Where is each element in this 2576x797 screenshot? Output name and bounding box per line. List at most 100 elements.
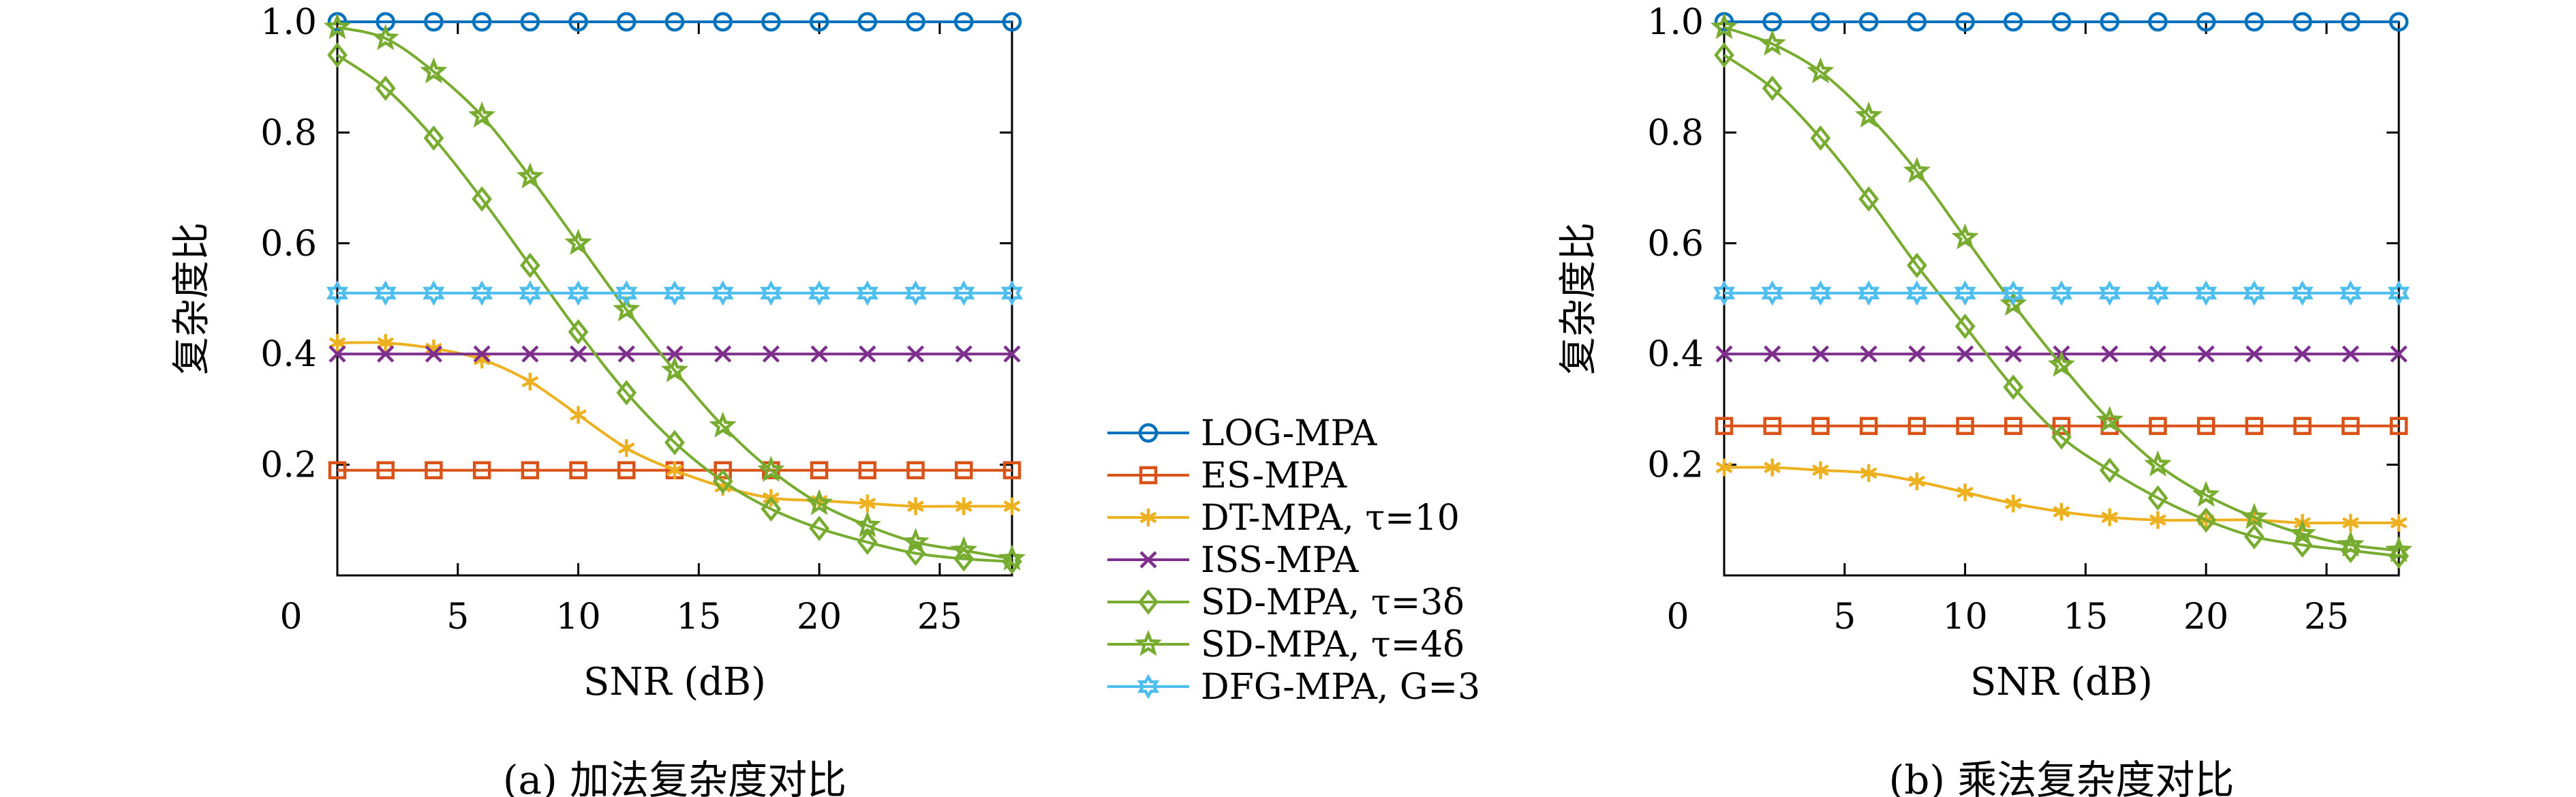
panel-b-data-point	[1811, 345, 1830, 363]
panel-b-ytick-label: 0.6	[1647, 224, 1704, 265]
panel-b-data-point	[2342, 345, 2359, 363]
panel-b-chart: 0 5 10 15 20 25 0.2 0.4 0.6 0.8 1.0 SNR (dB) 复杂度比 (b)…	[1557, 2, 2413, 797]
panel-b-data-point	[1858, 280, 1880, 306]
panel-a-data-point	[516, 162, 544, 189]
panel-a-data-point	[371, 24, 399, 50]
legend-marker-hexagram	[1137, 674, 1160, 700]
panel-a-ytick-label: 0.6	[260, 224, 317, 265]
panel-a-series-line-sd-mpa-4	[337, 26, 1013, 560]
panel-b-data-point	[2337, 530, 2365, 557]
panel-b-data-point	[1764, 345, 1781, 363]
panel-b-data-point	[2293, 12, 2312, 32]
panel-a-data-point	[327, 42, 348, 68]
panel-a-data-point	[615, 280, 638, 306]
panel-a-data-point	[902, 528, 930, 554]
panel-a-data-point	[568, 12, 588, 32]
panel-a-data-point	[907, 497, 924, 515]
panel-b-data-point	[1908, 472, 1926, 490]
panel-a-xtick-label: 25	[917, 597, 962, 637]
legend-item-sd-mpa-3: SD-MPA, τ=3δ	[1107, 582, 1465, 623]
panel-b-data-point	[1999, 289, 2027, 316]
panel-a-data-point	[666, 345, 684, 363]
panel-b-data-point	[1713, 280, 1736, 306]
panel-a-data-point	[374, 280, 397, 306]
panel-a-data-point	[858, 461, 877, 479]
panel-a-data-point	[954, 12, 974, 32]
panel-b-data-point	[1954, 280, 1976, 306]
legend-item-iss-mpa: ISS-MPA	[1107, 540, 1360, 581]
legend-marker-diamond	[1138, 589, 1159, 615]
panel-b-series-dfg-mpa	[1713, 280, 2410, 306]
panel-a-data-point	[468, 101, 496, 128]
legend-marker-circle	[1138, 423, 1159, 443]
panel-b-data-point	[2147, 485, 2168, 511]
panel-b-series-dt-mpa	[1715, 458, 2408, 532]
panel-b-data-point	[1903, 157, 1931, 183]
panel-b-data-point	[2243, 524, 2265, 550]
panel-a-data-point	[520, 12, 540, 32]
panel-b-xtick-label: 10	[1942, 597, 1987, 637]
panel-b-data-point	[1714, 42, 1734, 68]
panel-a-data-point	[519, 252, 540, 278]
panel-a-data-point	[377, 333, 395, 352]
legend-label: LOG-MPA	[1201, 413, 1378, 454]
panel-a-data-point	[617, 12, 637, 32]
panel-b-data-point	[1763, 417, 1781, 436]
panel-a-data-point	[761, 12, 781, 32]
panel-b-ytick-label: 1.0	[1647, 2, 1704, 43]
panel-b-series-log-mpa	[1714, 12, 2409, 32]
panel-b-xtick-label: 25	[2304, 597, 2349, 637]
panel-b-data-point	[1860, 345, 1877, 363]
panel-b-data-point	[1762, 75, 1783, 102]
panel-a-data-point	[998, 544, 1026, 571]
panel-b-data-point	[1810, 125, 1831, 151]
panel-a-data-point	[326, 280, 349, 306]
panel-b-xtick-label: 15	[2063, 597, 2108, 637]
panel-b-xtick-label: 0	[1666, 597, 1689, 637]
panel-a-data-point	[377, 345, 395, 363]
panel-b-data-point	[2148, 12, 2168, 32]
panel-a-data-point	[853, 511, 881, 538]
panel-b-data-point	[2192, 481, 2220, 507]
panel-b-data-point	[1811, 417, 1830, 436]
panel-b-data-point	[1956, 417, 1974, 436]
panel-b-data-point	[2096, 406, 2123, 432]
panel-b-data-point	[1764, 458, 1781, 477]
panel-b-data-point	[2050, 280, 2073, 306]
panel-a-data-point	[1003, 345, 1021, 363]
panel-b-data-point	[2245, 417, 2264, 436]
panel-b-data-point	[2100, 417, 2119, 436]
legend-marker-square	[1139, 466, 1158, 485]
panel-b-data-point	[2053, 502, 2070, 521]
panel-a-chart: 0 5 10 15 20 25 0.2 0.4 0.6 0.8 1.0 SNR (dB) 复杂度比 (a)…	[170, 2, 1026, 797]
panel-a-x-axis-label: SNR (dB)	[583, 660, 766, 704]
panel-b-data-point	[2004, 417, 2023, 436]
legend-item-es-mpa: ES-MPA	[1107, 455, 1348, 496]
legend-label: SD-MPA, τ=4δ	[1201, 625, 1465, 665]
panel-b-data-point	[2101, 508, 2119, 526]
panel-a-data-point	[857, 529, 878, 555]
panel-b-data-point	[2003, 374, 2024, 400]
panel-b-data-point	[1715, 458, 1733, 477]
panel-b-xtick-label: 5	[1833, 597, 1856, 637]
panel-a-data-point	[328, 333, 346, 352]
panel-b-data-point	[1858, 186, 1880, 212]
panel-a-ytick-label: 0.8	[260, 112, 317, 153]
panel-a-data-point	[711, 280, 734, 306]
panel-a-data-point	[906, 345, 925, 363]
panel-a-ytick-label: 0.4	[260, 334, 317, 375]
panel-a-data-point	[714, 345, 732, 363]
panel-b-data-point	[2293, 345, 2312, 363]
panel-b-data-point	[2385, 536, 2413, 562]
panel-b-data-point	[1906, 252, 1927, 278]
panel-b-data-point	[2243, 280, 2265, 306]
panel-b-y-axis-label: 复杂度比	[1557, 222, 1601, 375]
panel-a-data-point	[906, 12, 925, 32]
panel-b-data-point	[1907, 417, 1927, 436]
panel-b-data-point	[2149, 345, 2167, 363]
panel-b-data-point	[1710, 12, 1738, 40]
panel-a-data-point	[904, 280, 927, 306]
panel-b-data-point	[2389, 417, 2408, 436]
